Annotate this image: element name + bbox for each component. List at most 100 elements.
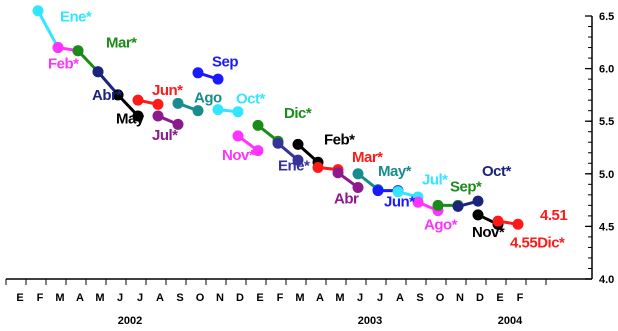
x-month-label: A (156, 292, 164, 304)
series-point (352, 168, 364, 180)
series-label: Oct* (482, 163, 512, 180)
series-point (32, 5, 44, 17)
series-point (212, 73, 224, 85)
x-month-label: D (476, 292, 484, 304)
series-point (232, 130, 244, 142)
x-month-label: J (137, 292, 143, 304)
x-month-label: A (316, 292, 324, 304)
series-labels: Ene*Feb*Mar*Abr*MayJun*Jul*AgoSepOct*Nov… (48, 8, 568, 251)
series-label: Sep* (450, 179, 482, 196)
series-point (452, 200, 464, 212)
series-point (352, 181, 364, 193)
series-point (312, 161, 324, 173)
series-point (212, 104, 224, 116)
y-tick-label: 6.0 (599, 64, 614, 76)
x-month-label: M (95, 292, 104, 304)
series-point (272, 137, 284, 149)
series-label: May (116, 110, 145, 127)
x-month-label: O (196, 292, 205, 304)
annotation-label: 4.51 (540, 207, 567, 224)
series-point (152, 98, 164, 110)
series-point (472, 195, 484, 207)
series-label: Nov* (472, 224, 505, 241)
series-label: Abr* (92, 87, 122, 104)
x-month-label: E (496, 292, 503, 304)
x-year-label: 2002 (118, 315, 142, 327)
series-point (192, 67, 204, 79)
series-point (192, 105, 204, 117)
series-point (472, 209, 484, 221)
series-point (152, 110, 164, 122)
series-label: Oct* (236, 90, 266, 107)
x-month-label: N (456, 292, 464, 304)
x-year-label: 2003 (358, 315, 382, 327)
x-year-label: 2004 (498, 315, 523, 327)
series-point (172, 118, 184, 130)
series-label: 4.55Dic* (510, 234, 565, 251)
series-point (492, 215, 504, 227)
series-label: Ene* (278, 158, 310, 175)
series-label: Ene* (60, 8, 92, 25)
x-month-label: S (416, 292, 423, 304)
x-month-label: E (16, 292, 23, 304)
series-label: Abr (334, 190, 359, 207)
series-point (512, 218, 524, 230)
series-label: Feb* (48, 56, 79, 73)
series-line (36, 9, 60, 50)
series-label: Sep (212, 53, 238, 70)
series-label: Jun* (152, 82, 183, 99)
x-month-label: A (76, 292, 84, 304)
x-month-label: A (396, 292, 404, 304)
x-month-label: F (277, 292, 284, 304)
x-month-label: J (117, 292, 123, 304)
series-point (132, 110, 144, 122)
series-point (252, 119, 264, 131)
series-point (372, 185, 384, 197)
series-point (392, 186, 404, 198)
axes: 4.04.55.05.56.06.5E F M A M J J A S O N D E F M A M J J A S O… (5, 11, 614, 327)
series-point (412, 196, 424, 208)
y-tick-label: 5.0 (599, 169, 614, 181)
series-point (92, 66, 104, 78)
series-label: Jul* (422, 171, 448, 188)
series-label: Ago* (424, 217, 458, 234)
x-month-label: E (256, 292, 263, 304)
series-point (132, 94, 144, 106)
series-point (232, 106, 244, 118)
series-label: Nov* (222, 147, 255, 164)
x-month-label: O (436, 292, 445, 304)
series-label: Mar* (106, 35, 137, 52)
series-label: Ago (194, 89, 222, 106)
y-tick-label: 4.0 (599, 274, 614, 286)
series-point (292, 138, 304, 150)
series-point (332, 167, 344, 179)
x-month-label: J (357, 292, 363, 304)
series-point (72, 45, 84, 57)
y-tick-label: 4.5 (599, 221, 614, 233)
x-month-label: D (236, 292, 244, 304)
x-month-label: M (295, 292, 304, 304)
x-month-label: F (517, 292, 524, 304)
series-label: Feb* (324, 131, 355, 148)
series-label: May* (378, 163, 412, 180)
series-lines (32, 5, 524, 230)
series-point (52, 42, 64, 54)
x-month-label: F (37, 292, 44, 304)
series-label: Jun* (384, 193, 415, 210)
series-label: Mar* (352, 149, 383, 166)
series-point (432, 199, 444, 211)
x-month-label: S (176, 292, 183, 304)
y-tick-label: 6.5 (599, 11, 614, 23)
y-tick-label: 5.5 (599, 116, 614, 128)
series-label: Dic* (284, 105, 312, 122)
x-month-label: M (335, 292, 344, 304)
series-point (292, 154, 304, 166)
x-month-label: M (55, 292, 64, 304)
series-point (112, 89, 124, 101)
x-month-label: J (377, 292, 383, 304)
series-point (252, 145, 264, 157)
series-point (172, 97, 184, 109)
x-month-label: N (216, 292, 224, 304)
series-label: Jul* (152, 127, 178, 144)
